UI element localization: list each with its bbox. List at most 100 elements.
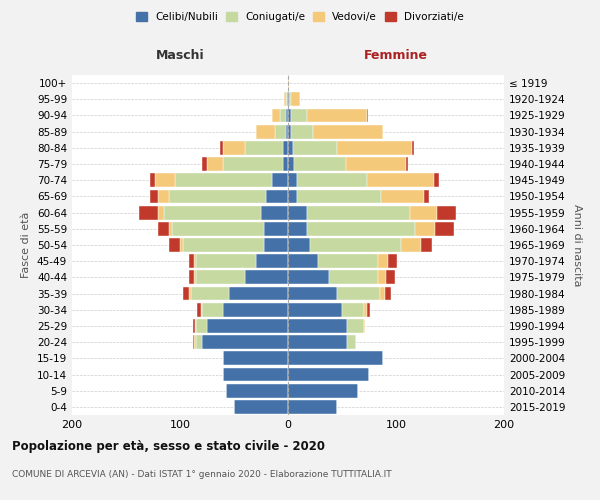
Bar xyxy=(307,108,367,122)
Bar xyxy=(275,125,286,138)
Bar xyxy=(347,319,364,333)
Bar xyxy=(155,174,175,187)
Bar xyxy=(346,157,406,171)
Text: COMUNE DI ARCEVIA (AN) - Dati ISTAT 1° gennaio 2020 - Elaborazione TUTTITALIA.IT: COMUNE DI ARCEVIA (AN) - Dati ISTAT 1° g… xyxy=(12,470,392,479)
Bar xyxy=(158,222,169,235)
Bar xyxy=(310,238,401,252)
Bar xyxy=(401,238,421,252)
Bar xyxy=(272,108,280,122)
Bar xyxy=(288,336,347,349)
Bar xyxy=(226,384,288,398)
Bar xyxy=(183,238,264,252)
Bar xyxy=(415,222,435,235)
Bar xyxy=(337,286,380,300)
Bar xyxy=(272,174,288,187)
Bar xyxy=(288,384,358,398)
Bar xyxy=(406,157,408,171)
Bar xyxy=(261,206,288,220)
Bar xyxy=(293,141,337,154)
Bar xyxy=(318,254,377,268)
Bar xyxy=(284,92,286,106)
Y-axis label: Fasce di età: Fasce di età xyxy=(22,212,31,278)
Bar xyxy=(288,76,289,90)
Bar xyxy=(288,270,329,284)
Bar xyxy=(421,238,431,252)
Bar xyxy=(158,206,164,220)
Bar xyxy=(286,108,288,122)
Bar xyxy=(288,174,296,187)
Bar xyxy=(388,254,397,268)
Bar xyxy=(188,286,191,300)
Bar xyxy=(200,303,202,316)
Bar xyxy=(288,125,291,138)
Bar xyxy=(288,190,296,203)
Bar xyxy=(169,222,172,235)
Bar xyxy=(295,157,346,171)
Bar xyxy=(286,125,288,138)
Bar xyxy=(164,206,261,220)
Bar xyxy=(223,368,288,382)
Bar xyxy=(296,190,381,203)
Bar xyxy=(183,286,188,300)
Bar xyxy=(188,254,194,268)
Bar xyxy=(367,303,370,316)
Bar xyxy=(193,319,195,333)
Bar xyxy=(291,92,300,106)
Bar xyxy=(196,270,245,284)
Bar xyxy=(381,190,424,203)
Text: Femmine: Femmine xyxy=(364,49,428,62)
Bar xyxy=(202,303,223,316)
Bar xyxy=(283,141,288,154)
Bar xyxy=(367,174,434,187)
Bar xyxy=(196,319,207,333)
Bar xyxy=(245,141,283,154)
Text: Maschi: Maschi xyxy=(155,49,205,62)
Bar xyxy=(342,303,364,316)
Bar xyxy=(288,222,307,235)
Bar xyxy=(288,108,291,122)
Bar xyxy=(207,157,223,171)
Bar xyxy=(377,270,386,284)
Bar xyxy=(172,222,264,235)
Bar xyxy=(158,190,169,203)
Bar xyxy=(288,157,295,171)
Bar xyxy=(150,174,155,187)
Bar xyxy=(377,254,388,268)
Bar xyxy=(223,141,245,154)
Text: Popolazione per età, sesso e stato civile - 2020: Popolazione per età, sesso e stato civil… xyxy=(12,440,325,453)
Bar xyxy=(337,141,412,154)
Bar xyxy=(296,174,367,187)
Bar xyxy=(202,157,207,171)
Bar xyxy=(288,319,347,333)
Bar xyxy=(288,303,342,316)
Bar xyxy=(329,270,377,284)
Bar xyxy=(223,303,288,316)
Bar xyxy=(288,400,337,414)
Bar xyxy=(191,286,229,300)
Bar xyxy=(291,125,313,138)
Bar xyxy=(364,303,367,316)
Bar xyxy=(175,174,272,187)
Bar xyxy=(193,336,194,349)
Bar xyxy=(256,125,275,138)
Bar xyxy=(288,92,289,106)
Bar xyxy=(223,157,283,171)
Bar xyxy=(347,336,356,349)
Bar xyxy=(180,238,183,252)
Bar xyxy=(195,319,196,333)
Y-axis label: Anni di nascita: Anni di nascita xyxy=(572,204,582,286)
Bar xyxy=(364,319,365,333)
Bar xyxy=(283,157,288,171)
Bar xyxy=(288,254,318,268)
Bar xyxy=(307,206,410,220)
Bar xyxy=(288,286,337,300)
Bar xyxy=(207,319,288,333)
Bar xyxy=(194,270,196,284)
Bar xyxy=(424,190,430,203)
Bar xyxy=(194,254,196,268)
Bar xyxy=(287,92,288,106)
Bar xyxy=(410,206,437,220)
Bar xyxy=(288,368,369,382)
Bar xyxy=(264,238,288,252)
Bar xyxy=(437,206,457,220)
